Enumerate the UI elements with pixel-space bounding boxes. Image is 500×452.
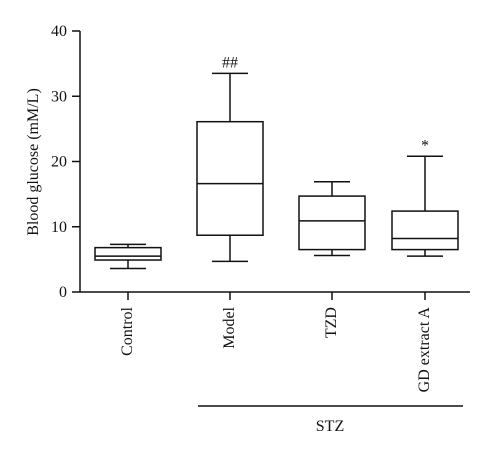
box-layer xyxy=(94,72,459,270)
box-group-model xyxy=(196,72,264,263)
y-axis-label: Blood glucose (mM/L) xyxy=(25,88,42,236)
x-tick-label: TZD xyxy=(323,307,340,338)
y-tick-label: 0 xyxy=(59,284,67,301)
y-tick-label: 10 xyxy=(51,219,67,236)
y-tick-label: 20 xyxy=(51,154,67,171)
x-tick-label: Control xyxy=(119,306,136,355)
stz-group-label: STZ xyxy=(316,418,344,435)
box-rect xyxy=(94,246,162,261)
box-rect xyxy=(196,120,264,236)
axis-layer: 0 10 20 30 40 xyxy=(51,23,470,301)
label-layer: Blood glucose (mM/L) Control Model ## TZD GD … xyxy=(25,54,463,435)
box-rect xyxy=(391,210,459,251)
significance-annotation: ## xyxy=(222,54,238,71)
significance-annotation: * xyxy=(421,137,429,154)
y-tick-label: 40 xyxy=(51,23,67,40)
y-tick-label: 30 xyxy=(51,88,67,105)
x-tick-label: Model xyxy=(221,306,238,348)
box-group-tzd xyxy=(298,180,366,257)
box-group-control xyxy=(94,243,162,270)
box-group-gd-extract-a xyxy=(391,155,459,257)
x-tick-label: GD extract A xyxy=(416,307,433,393)
box-rect xyxy=(298,195,366,251)
